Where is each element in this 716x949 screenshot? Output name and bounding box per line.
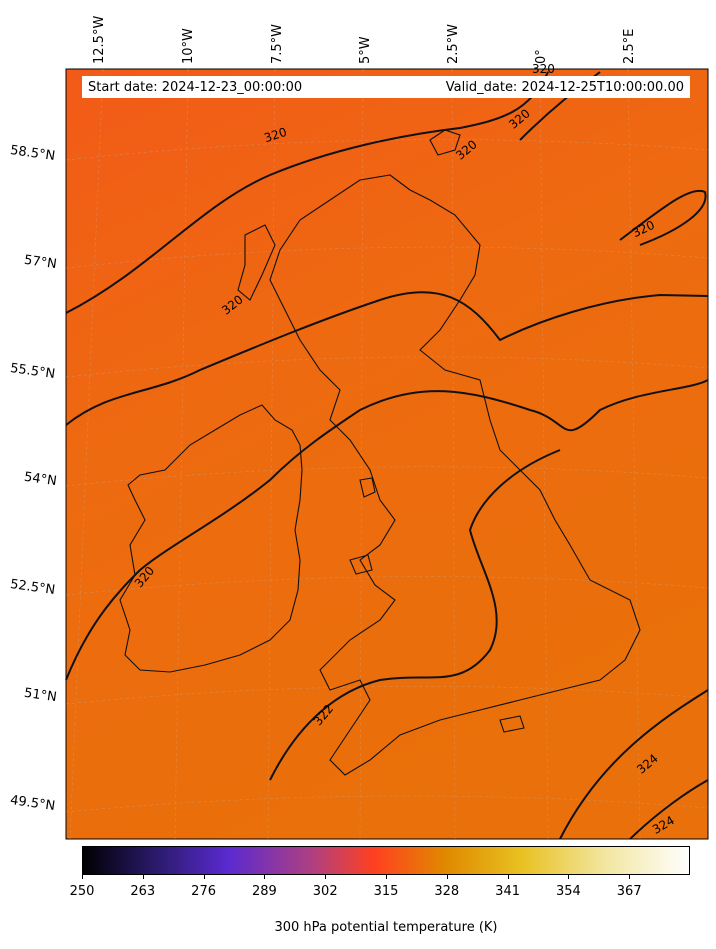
colorbar-tick-label: 276 (191, 884, 217, 899)
start-date: Start date: 2024-12-23_00:00:00 (88, 79, 303, 95)
colorbar-gradient (82, 846, 690, 875)
valid-date: Valid_date: 2024-12-25T10:00:00.00 (445, 79, 684, 95)
colorbar-tickmark (82, 875, 83, 879)
orkney-outline (429, 129, 461, 156)
colorbar-tick-label: 302 (312, 884, 338, 899)
temperature-field (65, 68, 709, 840)
colorbar-tick-label: 250 (69, 884, 95, 899)
colorbar-tickmark (568, 875, 570, 879)
colorbar-tickmark (629, 875, 631, 879)
lon-label: 12.5°W (92, 15, 107, 64)
lon-label: 2.5°E (622, 28, 637, 64)
colorbar-tickmark (203, 875, 205, 879)
colorbar-tick-label: 263 (130, 884, 156, 899)
isle-of-wight-outline (499, 715, 525, 733)
colorbar-label: 300 hPa potential temperature (K) (274, 920, 498, 935)
colorbar-tick-label: 315 (373, 884, 399, 899)
lon-label: 7.5°W (270, 23, 285, 64)
great-britain-outline (269, 174, 641, 776)
colorbar-tick-label: 328 (434, 884, 460, 899)
date-info-box: Start date: 2024-12-23_00:00:00 Valid_da… (82, 76, 690, 98)
colorbar-tickmark (325, 875, 327, 879)
colorbar-tickmark (507, 875, 509, 879)
western-isles-outline (237, 224, 276, 301)
colorbar-tick-label: 289 (251, 884, 277, 899)
colorbar-tick-label: 341 (495, 884, 521, 899)
colorbar-tickmark (142, 875, 144, 879)
ireland-outline (119, 404, 303, 673)
colorbar-tickmark (386, 875, 387, 879)
isle-of-man-outline (359, 477, 376, 498)
anglesey-outline (349, 554, 373, 575)
lon-label: 2.5°W (446, 23, 461, 64)
contour-lines (65, 71, 709, 840)
colorbar-tick-label: 354 (555, 884, 581, 899)
colorbar-tickmark (446, 875, 448, 879)
colorbar-tick-label: 367 (616, 884, 642, 899)
colorbar (82, 846, 690, 875)
lon-label: 10°W (181, 28, 196, 64)
lon-label: 5°W (358, 36, 373, 64)
colorbar-tickmark (264, 875, 266, 879)
contour-label: 320 (532, 62, 555, 76)
coastlines (119, 129, 641, 776)
